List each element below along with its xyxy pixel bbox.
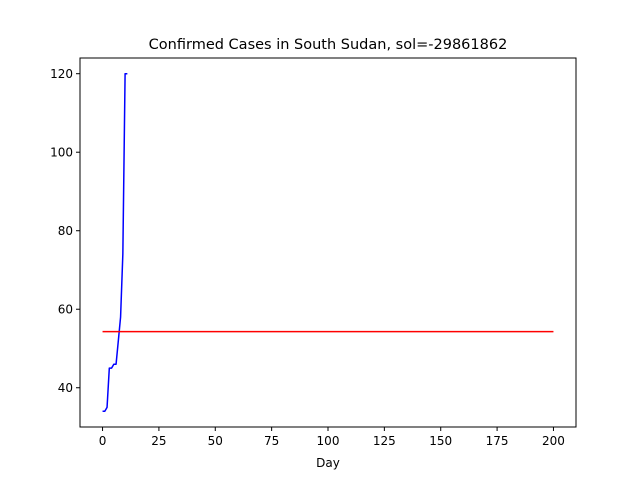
chart-title: Confirmed Cases in South Sudan, sol=-298… — [149, 37, 508, 53]
x-tick-label: 25 — [151, 434, 166, 448]
y-tick-label: 60 — [58, 303, 73, 317]
x-tick-label: 150 — [429, 434, 452, 448]
x-axis: 0 25 50 75 100 125 150 175 200 — [99, 427, 565, 448]
x-tick-label: 50 — [208, 434, 223, 448]
series-line-0 — [102, 72, 128, 413]
y-tick-label: 80 — [58, 224, 73, 238]
y-axis: 40 60 80 100 120 — [50, 67, 80, 395]
plot-frame — [79, 57, 577, 428]
plot-area — [102, 72, 554, 413]
x-tick-label: 200 — [542, 434, 565, 448]
x-tick-label: 125 — [373, 434, 396, 448]
x-tick-label: 0 — [99, 434, 107, 448]
y-tick-label: 120 — [50, 67, 73, 81]
x-tick-label: 75 — [264, 434, 279, 448]
y-tick-label: 40 — [58, 381, 73, 395]
y-tick-label: 100 — [50, 146, 73, 160]
x-tick-label: 100 — [317, 434, 340, 448]
x-tick-label: 175 — [486, 434, 509, 448]
x-axis-label: Day — [316, 456, 340, 470]
